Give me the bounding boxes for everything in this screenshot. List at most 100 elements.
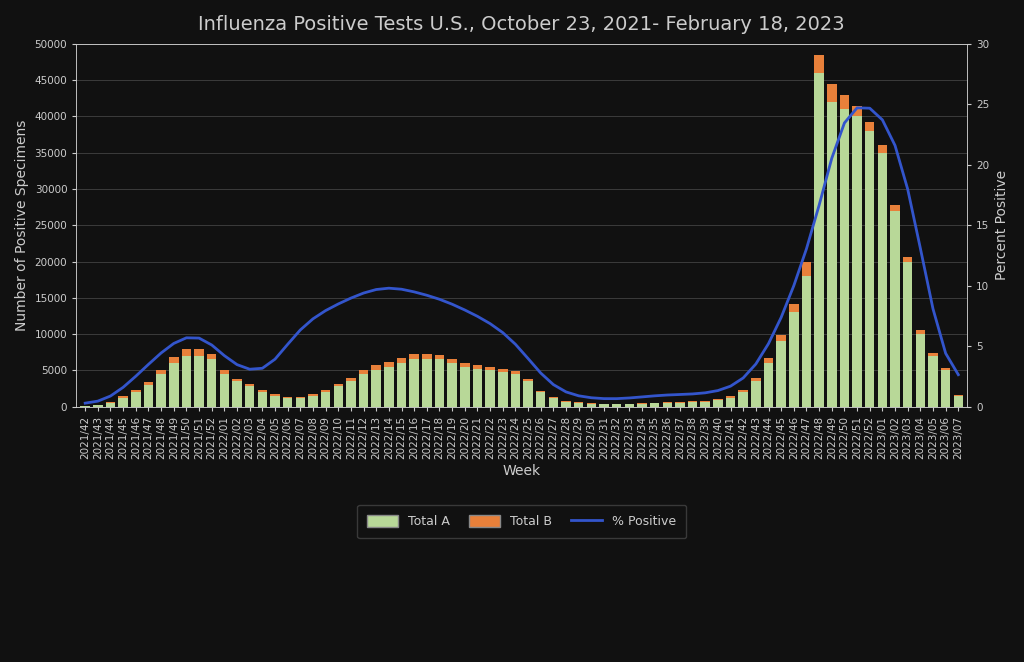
Bar bbox=[485, 367, 495, 370]
Bar bbox=[435, 359, 444, 406]
Bar bbox=[207, 359, 216, 406]
Bar bbox=[270, 396, 280, 406]
Bar bbox=[321, 392, 331, 406]
Bar bbox=[890, 205, 900, 211]
% Positive bbox=[560, 388, 572, 396]
Bar bbox=[700, 402, 710, 406]
Bar bbox=[157, 374, 166, 406]
Bar bbox=[549, 397, 558, 398]
Bar bbox=[473, 369, 482, 406]
Bar bbox=[258, 392, 267, 406]
Bar bbox=[131, 391, 140, 392]
Bar bbox=[181, 350, 191, 355]
Bar bbox=[751, 377, 761, 381]
Bar bbox=[751, 381, 761, 406]
Bar bbox=[941, 368, 950, 370]
Bar bbox=[776, 342, 785, 406]
Bar bbox=[663, 403, 672, 406]
Bar bbox=[384, 367, 393, 406]
Bar bbox=[422, 359, 431, 406]
Bar bbox=[511, 371, 520, 374]
Bar bbox=[523, 379, 532, 381]
Bar bbox=[790, 304, 799, 312]
Bar bbox=[587, 404, 596, 406]
Bar bbox=[119, 397, 128, 398]
Bar bbox=[536, 391, 546, 392]
Bar bbox=[119, 398, 128, 406]
Bar bbox=[143, 385, 154, 406]
Bar bbox=[169, 363, 178, 406]
Bar bbox=[915, 334, 925, 406]
Bar bbox=[814, 55, 824, 73]
Bar bbox=[283, 398, 293, 406]
Bar bbox=[460, 367, 470, 406]
% Positive bbox=[851, 104, 863, 112]
Bar bbox=[688, 401, 697, 402]
Bar bbox=[358, 374, 369, 406]
Bar bbox=[219, 370, 229, 374]
Bar bbox=[840, 109, 849, 406]
Bar bbox=[422, 354, 431, 359]
Bar bbox=[802, 276, 811, 406]
Bar bbox=[296, 397, 305, 398]
Bar bbox=[764, 358, 773, 363]
Bar bbox=[878, 146, 887, 153]
Bar bbox=[928, 355, 938, 406]
Bar bbox=[928, 353, 938, 355]
Bar bbox=[536, 392, 546, 406]
Bar bbox=[776, 335, 785, 342]
Bar bbox=[827, 84, 837, 102]
Bar bbox=[738, 392, 748, 406]
Bar bbox=[358, 369, 369, 374]
Line: % Positive: % Positive bbox=[85, 108, 958, 403]
Bar bbox=[612, 404, 622, 406]
Bar bbox=[625, 404, 634, 406]
Bar bbox=[498, 372, 508, 406]
Bar bbox=[334, 383, 343, 387]
Bar bbox=[953, 396, 963, 406]
Bar bbox=[283, 397, 293, 398]
Bar bbox=[346, 377, 355, 381]
Bar bbox=[245, 387, 254, 406]
Bar bbox=[435, 355, 444, 359]
Bar bbox=[790, 312, 799, 406]
Bar bbox=[473, 365, 482, 369]
Legend: Total A, Total B, % Positive: Total A, Total B, % Positive bbox=[357, 504, 686, 538]
Bar bbox=[384, 361, 393, 367]
Bar bbox=[599, 404, 608, 406]
% Positive bbox=[952, 371, 965, 379]
Bar bbox=[195, 350, 204, 355]
Bar bbox=[890, 211, 900, 406]
Bar bbox=[840, 95, 849, 109]
Bar bbox=[713, 400, 723, 406]
Bar bbox=[903, 261, 912, 406]
% Positive bbox=[345, 294, 357, 302]
Bar bbox=[105, 403, 116, 406]
Bar bbox=[410, 359, 419, 406]
Bar bbox=[207, 354, 216, 359]
Bar bbox=[131, 392, 140, 406]
Bar bbox=[865, 131, 874, 406]
Bar bbox=[953, 395, 963, 396]
Bar bbox=[852, 117, 862, 406]
Y-axis label: Percent Positive: Percent Positive bbox=[995, 170, 1009, 280]
Bar bbox=[296, 398, 305, 406]
Bar bbox=[169, 357, 178, 363]
Bar bbox=[865, 122, 874, 131]
% Positive bbox=[282, 340, 294, 348]
Bar bbox=[485, 370, 495, 406]
Bar bbox=[675, 402, 685, 406]
Bar bbox=[334, 387, 343, 406]
Bar bbox=[549, 398, 558, 406]
Bar bbox=[814, 73, 824, 406]
Bar bbox=[460, 363, 470, 367]
Bar bbox=[270, 395, 280, 396]
% Positive bbox=[813, 201, 825, 209]
% Positive bbox=[79, 399, 91, 407]
Bar bbox=[372, 365, 381, 370]
Bar bbox=[447, 363, 457, 406]
Bar bbox=[713, 399, 723, 400]
% Positive bbox=[825, 154, 838, 162]
Bar bbox=[700, 401, 710, 402]
Bar bbox=[726, 397, 735, 398]
